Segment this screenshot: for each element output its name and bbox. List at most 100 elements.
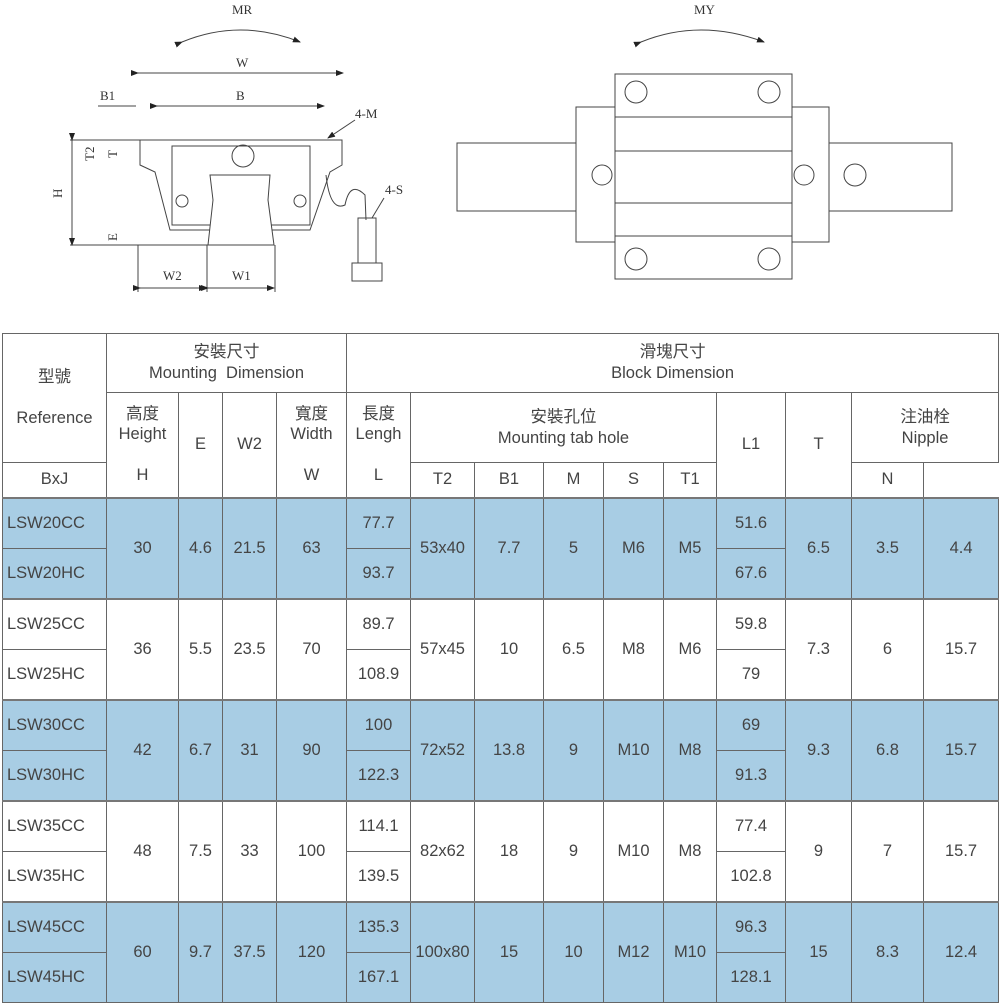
cell-l1: 91.3 (716, 749, 786, 801)
cell-t1: 6.8 (851, 698, 924, 801)
height-sym: H (136, 466, 149, 485)
header-nipple: 注油栓 Nipple (850, 392, 1000, 463)
header-height: 高度 Height H (106, 392, 179, 498)
length-cn: 長度 (362, 404, 395, 423)
label-h: H (50, 189, 65, 198)
front-view-drawing: MR W B1 B 4-M H T2 T E W2 W1 4-S (50, 2, 403, 292)
cell-e: 7.5 (178, 799, 223, 902)
cell-t: 9 (785, 799, 852, 902)
table-row: LSW35HC 139.5 102.8 (2, 850, 999, 902)
header-e: E (178, 392, 223, 498)
width-en: Width (290, 425, 333, 444)
reference-cell: LSW35HC (2, 850, 107, 902)
moment-arrow (174, 29, 301, 48)
nipple-en: Nipple (901, 428, 949, 447)
header-width: 寬度 Width W (276, 392, 347, 498)
cell-e: 6.7 (178, 698, 223, 801)
header-l1: L1 (716, 392, 786, 498)
cell-bxj: 100x80 (410, 900, 475, 1003)
cell-s: M6 (663, 597, 717, 700)
cell-n: 15.7 (922, 597, 1000, 700)
cell-b1: 9 (543, 698, 604, 801)
cell-h: 48 (106, 799, 179, 902)
cell-s: M8 (663, 698, 717, 801)
cell-t: 15 (785, 900, 852, 1003)
header-block-dimension: 滑塊尺寸 Block Dimension (345, 333, 1000, 393)
cell-m: M6 (603, 496, 664, 599)
mounting-cn: 安裝尺寸 (193, 343, 260, 362)
cell-m: M12 (603, 900, 664, 1003)
block-cn: 滑塊尺寸 (639, 343, 706, 362)
cell-l1: 77.4 (716, 799, 786, 852)
reference-cell: LSW25CC (2, 597, 107, 650)
cell-t1: 8.3 (851, 900, 924, 1003)
reference-cell: LSW25HC (2, 648, 107, 700)
cell-s: M8 (663, 799, 717, 902)
cell-w: 100 (276, 799, 347, 902)
cell-w2: 31 (222, 698, 277, 801)
moment-arrow (633, 29, 765, 48)
tab-en: Mounting tab hole (497, 428, 630, 447)
table-row: LSW30HC 122.3 91.3 (2, 749, 999, 801)
header-reference: 型號 Reference (2, 333, 107, 463)
cell-l1: 67.6 (716, 547, 786, 599)
mounting-en: Mounting Dimension (149, 364, 304, 382)
cell-e: 9.7 (178, 900, 223, 1003)
cell-b1: 10 (543, 900, 604, 1003)
cell-l1: 51.6 (716, 496, 786, 549)
cell-t: 9.3 (785, 698, 852, 801)
cell-l1: 96.3 (716, 900, 786, 953)
height-en: Height (118, 425, 167, 444)
cell-h: 42 (106, 698, 179, 801)
cell-w: 70 (276, 597, 347, 700)
reference-en: Reference (16, 409, 93, 428)
header-m: M (543, 462, 604, 498)
cell-l: 93.7 (346, 547, 411, 599)
specification-table: 型號 Reference 安裝尺寸 Mounting Dimension 滑塊尺寸 B… (2, 333, 1000, 1003)
width-cn: 寬度 (295, 404, 328, 423)
table-row: LSW20CC 30 4.6 21.5 63 77.7 53x40 7.7 5 M6 M5 51.6 6… (2, 496, 1000, 599)
cell-w: 90 (276, 698, 347, 801)
table-row: LSW35CC 48 7.5 33 100 114.1 82x62 18 9 M10 M8 77.4 9… (2, 799, 1000, 902)
length-sym: L (373, 466, 384, 485)
cell-l: 108.9 (346, 648, 411, 700)
cell-l1: 79 (716, 648, 786, 700)
cell-w: 63 (276, 496, 347, 599)
width-sym: W (303, 466, 320, 485)
label-b1: B1 (100, 88, 115, 103)
cell-e: 5.5 (178, 597, 223, 700)
header-t1: T1 (663, 462, 717, 498)
tab-cn: 安裝孔位 (530, 407, 597, 426)
cell-l1: 69 (716, 698, 786, 751)
reference-cell: LSW20CC (2, 496, 107, 549)
table-row: LSW45HC 167.1 128.1 (2, 951, 999, 1003)
header-t: T (785, 392, 852, 498)
cell-m: M10 (603, 799, 664, 902)
reference-cell: LSW45CC (2, 900, 107, 953)
label-t: T (105, 150, 120, 158)
header-length: 長度 Lengh L (346, 392, 411, 498)
label-4m: 4-M (355, 106, 378, 121)
cell-h: 36 (106, 597, 179, 700)
grease-nipple-icon (843, 163, 867, 187)
nipple-cn: 注油栓 (900, 407, 950, 426)
cell-n: 12.4 (922, 900, 1000, 1003)
label-w1: W1 (232, 268, 251, 283)
cell-l: 167.1 (346, 951, 411, 1003)
header-n: N (851, 462, 924, 498)
cell-t: 7.3 (785, 597, 852, 700)
cell-t2: 13.8 (474, 698, 544, 801)
cell-bxj: 53x40 (410, 496, 475, 599)
cell-l: 100 (346, 698, 411, 751)
header-t2: T2 (410, 462, 475, 498)
reference-cell: LSW20HC (2, 547, 107, 599)
cell-bxj: 82x62 (410, 799, 475, 902)
cell-t1: 3.5 (851, 496, 924, 599)
cell-n: 15.7 (922, 698, 1000, 801)
cell-h: 30 (106, 496, 179, 599)
label-w: W (236, 55, 249, 70)
block-en: Block Dimension (611, 364, 735, 382)
reference-cell: LSW30CC (2, 698, 107, 751)
cell-m: M10 (603, 698, 664, 801)
cell-l: 122.3 (346, 749, 411, 801)
